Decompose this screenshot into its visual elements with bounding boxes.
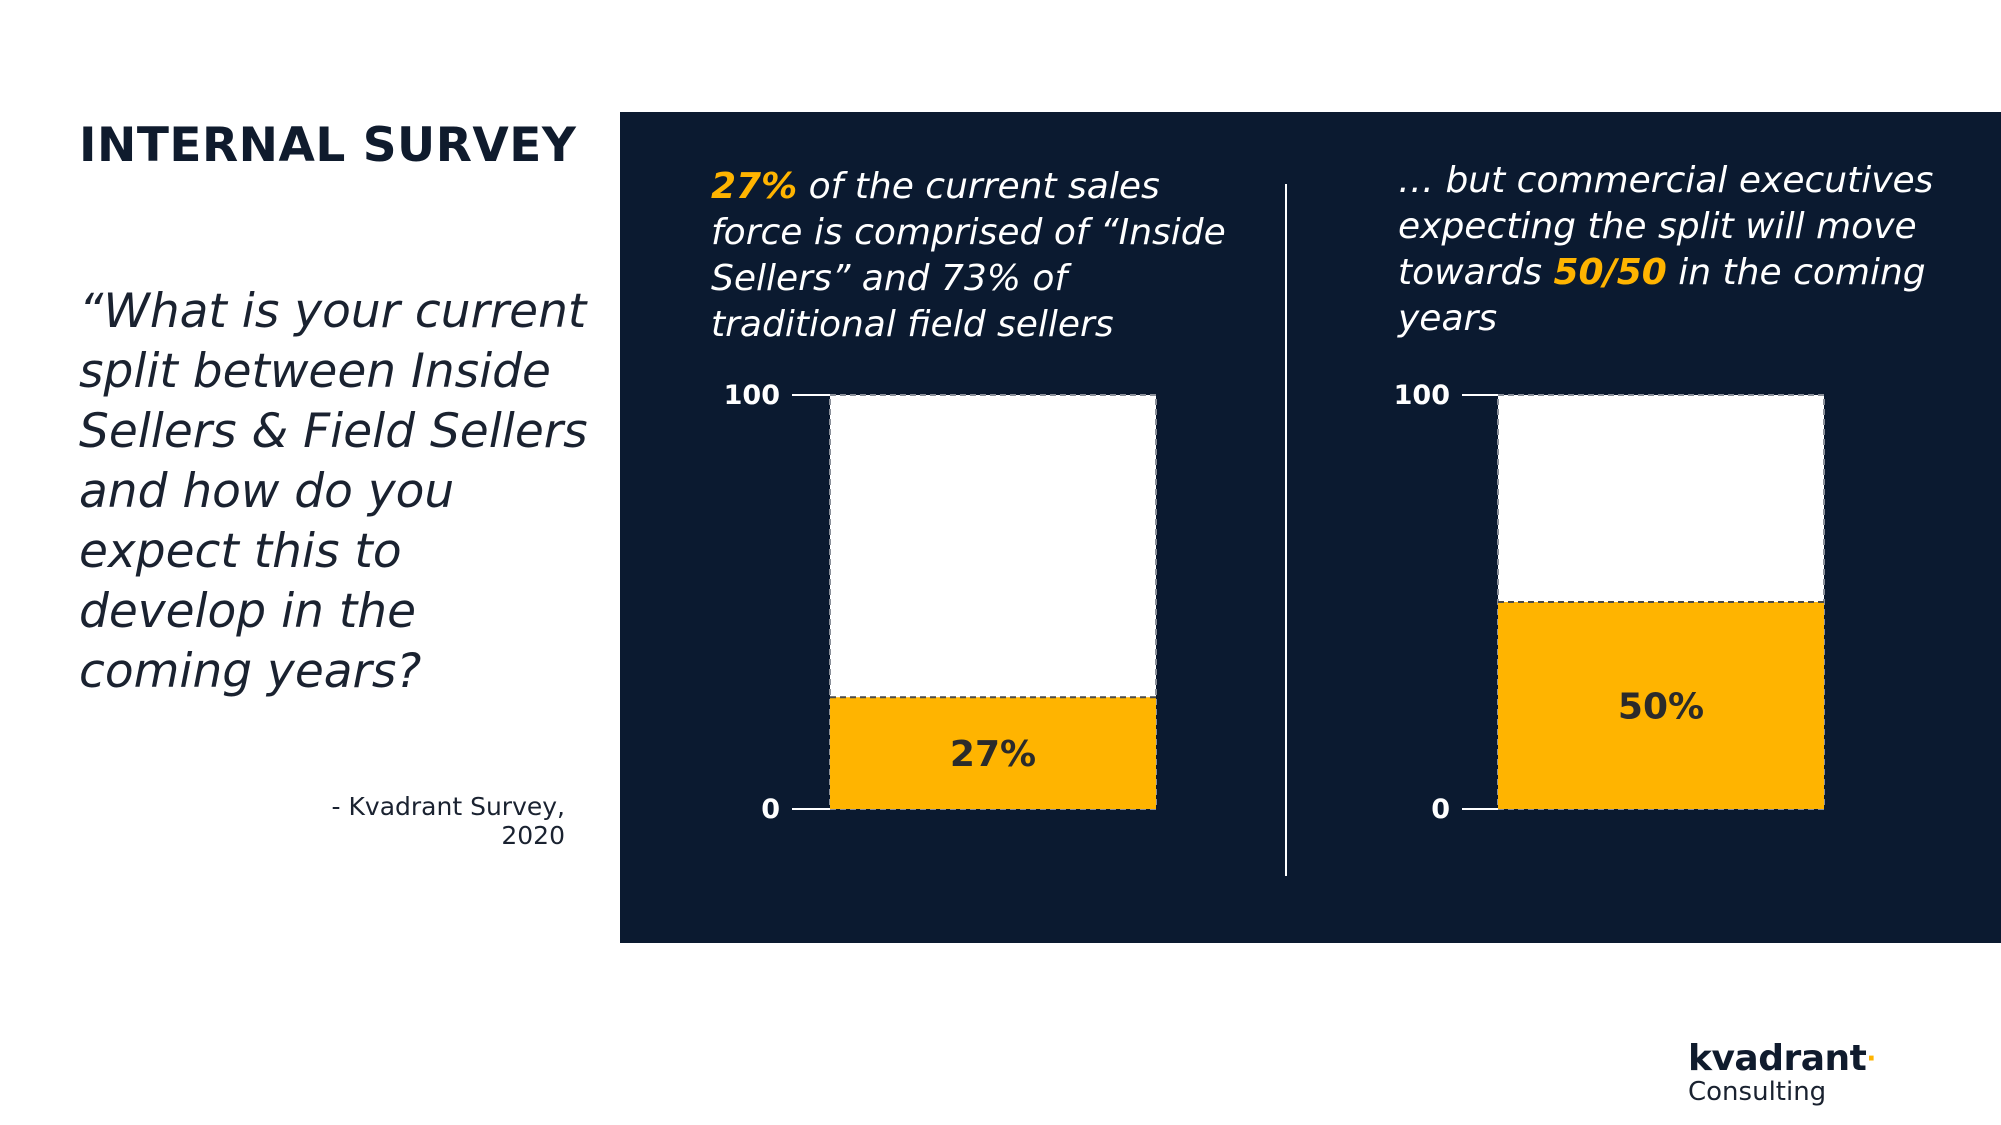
chart2-data-label: 50% — [1618, 687, 1704, 728]
current-split-text: of the current sales force is comprised … — [711, 166, 1226, 345]
chart2-tick-label-0: 0 — [1431, 794, 1450, 825]
survey-source: - Kvadrant Survey, 2020 — [331, 792, 565, 850]
current-split-highlight: 27% — [711, 166, 798, 207]
logo-subtitle: Consulting — [1688, 1077, 1827, 1107]
panel-divider — [1285, 184, 1287, 876]
survey-question: “What is your current split between Insi… — [79, 284, 588, 699]
expected-split-text-before: … but commercial executives expecting th… — [1398, 160, 1934, 293]
split-charts: 100 0 27% 100 0 50% — [724, 380, 1825, 825]
chart1-tick-label-0: 0 — [761, 794, 780, 825]
logo-dot: · — [1866, 1044, 1876, 1074]
chart1-value-bar — [830, 697, 1156, 809]
current-split-caption: 27% of the current sales force is compri… — [711, 164, 1231, 348]
chart1-data-label: 27% — [950, 734, 1036, 775]
kvadrant-logo: kvadrant· Consulting — [1688, 1038, 1876, 1107]
expected-split-text-after: in the coming years — [1398, 252, 1926, 339]
chart1-tick-label-100: 100 — [724, 380, 780, 411]
logo-name: kvadrant — [1688, 1038, 1867, 1079]
expected-split-highlight: 50/50 — [1553, 252, 1667, 293]
expected-split-caption: … but commercial executives expecting th… — [1398, 158, 1958, 342]
results-panel: 27% of the current sales force is compri… — [620, 112, 2001, 943]
chart2-tick-label-100: 100 — [1394, 380, 1450, 411]
chart2-value-bar — [1498, 602, 1824, 809]
page-title: INTERNAL SURVEY — [79, 118, 577, 173]
